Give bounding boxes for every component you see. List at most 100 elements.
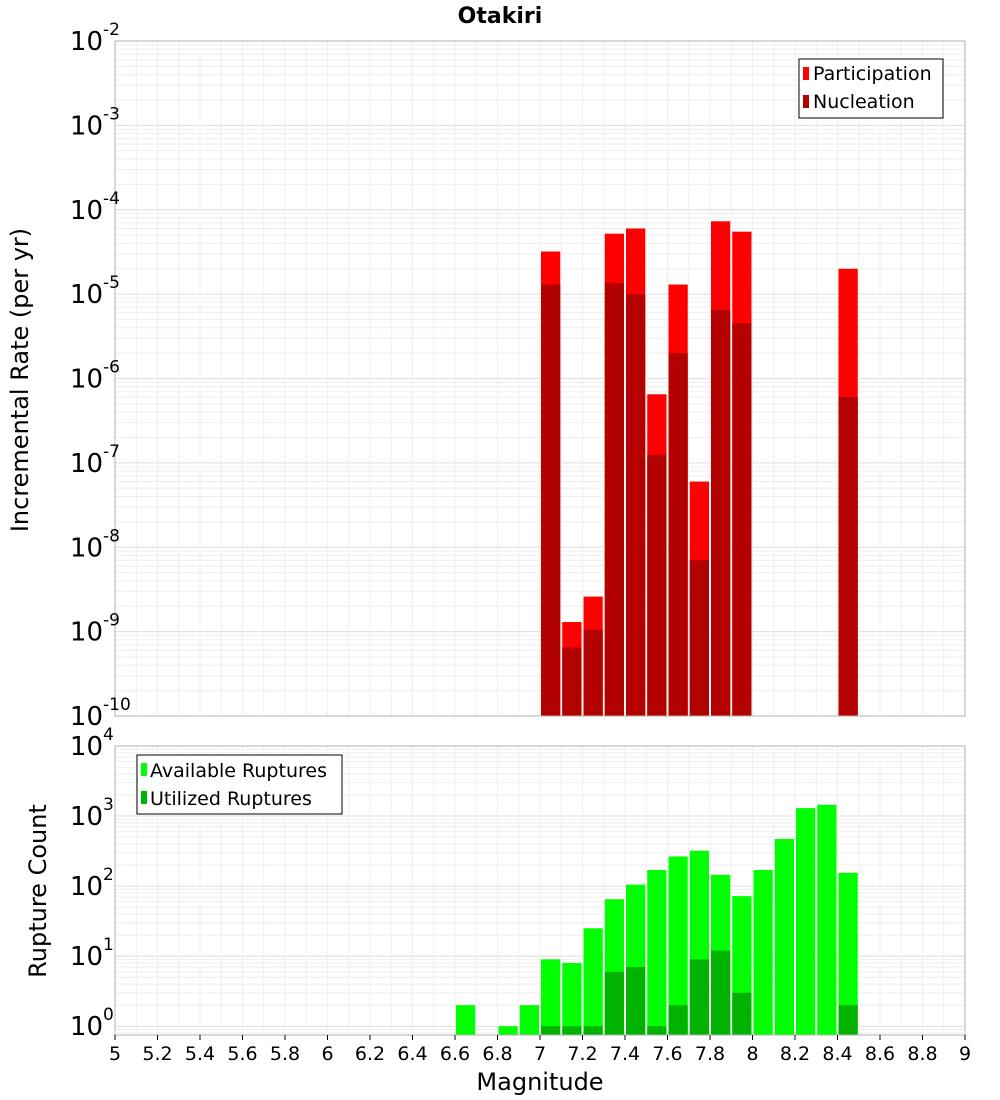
bottom-series-a-bar xyxy=(668,856,688,1035)
top-y-tick-exponent: -10 xyxy=(103,695,131,715)
bottom-series-a-bar xyxy=(498,1026,518,1035)
top-legend-box xyxy=(798,58,944,119)
top-y-tick-base: 10 xyxy=(70,618,103,648)
top-series-b-bar xyxy=(668,353,688,716)
top-series-b-bar xyxy=(647,454,667,716)
bottom-series-b-bar xyxy=(626,967,646,1035)
bottom-y-tick-exponent: 3 xyxy=(103,795,114,815)
bottom-y-tick-exponent: 1 xyxy=(103,935,114,955)
bottom-series-b-bar xyxy=(838,1005,858,1035)
bottom-series-b-bar xyxy=(647,1026,667,1035)
participation-legend-label: Participation xyxy=(813,63,932,85)
bottom-series-a-bar xyxy=(817,804,837,1035)
top-y-tick-base: 10 xyxy=(70,365,103,395)
bottom-y-tick-base: 10 xyxy=(70,732,103,762)
utilized-legend-swatch xyxy=(141,791,147,804)
x-tick-label: 7.4 xyxy=(610,1043,640,1065)
nucleation-legend-label: Nucleation xyxy=(813,91,915,113)
bottom-series-a-bar xyxy=(796,808,816,1035)
bottom-series-b-bar xyxy=(689,959,709,1035)
chart-title: Otakiri xyxy=(458,4,543,29)
bottom-plot-bars xyxy=(456,804,858,1035)
x-tick-label: 9 xyxy=(959,1043,971,1065)
x-tick-label: 8 xyxy=(746,1043,758,1065)
bottom-series-a-bar xyxy=(583,928,603,1035)
x-tick-label: 7.8 xyxy=(695,1043,725,1065)
top-y-tick-exponent: -5 xyxy=(103,273,120,293)
x-tick-label: 5.4 xyxy=(185,1043,215,1065)
top-plot-bars xyxy=(541,221,858,716)
bottom-series-b-bar xyxy=(604,971,624,1035)
bottom-series-b-bar xyxy=(732,992,752,1035)
top-y-tick-exponent: -7 xyxy=(103,442,120,462)
bottom-series-b-bar xyxy=(668,1005,688,1035)
bottom-series-a-bar xyxy=(838,872,858,1035)
bottom-series-a-bar xyxy=(541,959,561,1035)
bottom-series-b-bar xyxy=(541,1026,561,1035)
top-y-tick-exponent: -2 xyxy=(103,20,120,40)
x-axis-label: Magnitude xyxy=(476,1068,603,1096)
bottom-series-a-bar xyxy=(753,869,773,1035)
bottom-series-a-bar xyxy=(456,1005,476,1035)
x-tick-label: 6 xyxy=(321,1043,333,1065)
utilized-legend-label: Utilized Ruptures xyxy=(150,788,312,810)
top-plot-grid xyxy=(114,41,966,716)
bottom-y-tick-exponent: 4 xyxy=(103,725,114,745)
bottom-series-a-bar xyxy=(647,869,667,1035)
x-tick-label: 6.2 xyxy=(355,1043,385,1065)
top-series-b-bar xyxy=(604,283,624,716)
top-series-b-bar xyxy=(732,323,752,716)
x-tick-labels: 5 5.2 5.4 5.6 5.8 6 6.2 6.4 6.6 6.8 7 7.2 7.4 7.6 7.8 8… xyxy=(109,1035,971,1065)
top-y-tick-exponent: -8 xyxy=(103,526,120,546)
x-tick-label: 6.8 xyxy=(482,1043,512,1065)
x-tick-label: 8.2 xyxy=(780,1043,810,1065)
top-y-tick-base: 10 xyxy=(70,111,103,141)
bottom-series-a-bar xyxy=(562,962,582,1035)
x-tick-label: 5.8 xyxy=(270,1043,300,1065)
bottom-series-a-bar xyxy=(519,1005,539,1035)
bottom-y-axis-label: Rupture Count xyxy=(24,804,52,978)
x-tick-label: 8.6 xyxy=(865,1043,895,1065)
top-y-tick-exponent: -9 xyxy=(103,611,120,631)
top-series-b-bar xyxy=(626,294,646,716)
x-tick-label: 5 xyxy=(109,1043,121,1065)
top-series-b-bar xyxy=(711,309,731,716)
top-y-axis-label: Incremental Rate (per yr) xyxy=(6,228,34,532)
participation-legend-swatch xyxy=(803,67,809,80)
top-y-tick-base: 10 xyxy=(70,27,103,57)
available-legend-swatch xyxy=(141,763,147,776)
x-tick-label: 5.2 xyxy=(142,1043,172,1065)
top-series-b-bar xyxy=(838,397,858,716)
bottom-series-b-bar xyxy=(711,950,731,1035)
bottom-y-tick-base: 10 xyxy=(70,802,103,832)
top-series-b-bar xyxy=(583,629,603,716)
top-y-tick-exponent: -4 xyxy=(103,189,120,209)
x-tick-label: 6.6 xyxy=(440,1043,470,1065)
x-tick-label: 8.8 xyxy=(907,1043,937,1065)
bottom-legend: Available Ruptures Utilized Ruptures xyxy=(136,754,343,815)
top-y-tick-base: 10 xyxy=(70,280,103,310)
top-series-b-bar xyxy=(562,647,582,716)
x-tick-label: 7.2 xyxy=(567,1043,597,1065)
x-tick-label: 5.6 xyxy=(227,1043,257,1065)
top-series-b-bar xyxy=(541,284,561,716)
top-y-tick-base: 10 xyxy=(70,449,103,479)
bottom-y-tick-base: 10 xyxy=(70,1012,103,1042)
available-legend-label: Available Ruptures xyxy=(150,760,327,782)
bottom-y-tick-base: 10 xyxy=(70,942,103,972)
top-plot-frame xyxy=(114,40,966,717)
x-tick-label: 8.4 xyxy=(822,1043,852,1065)
bottom-y-tick-base: 10 xyxy=(70,872,103,902)
bottom-y-tick-exponent: 0 xyxy=(103,1005,114,1025)
bottom-y-tick-exponent: 2 xyxy=(103,865,114,885)
x-tick-label: 7.6 xyxy=(652,1043,682,1065)
top-y-tick-exponent: -6 xyxy=(103,358,120,378)
nucleation-legend-swatch xyxy=(803,95,809,108)
top-y-tick-exponent: -3 xyxy=(103,104,120,124)
x-tick-label: 7 xyxy=(534,1043,546,1065)
bottom-series-b-bar xyxy=(583,1026,603,1035)
top-legend: Participation Nucleation xyxy=(798,58,944,119)
